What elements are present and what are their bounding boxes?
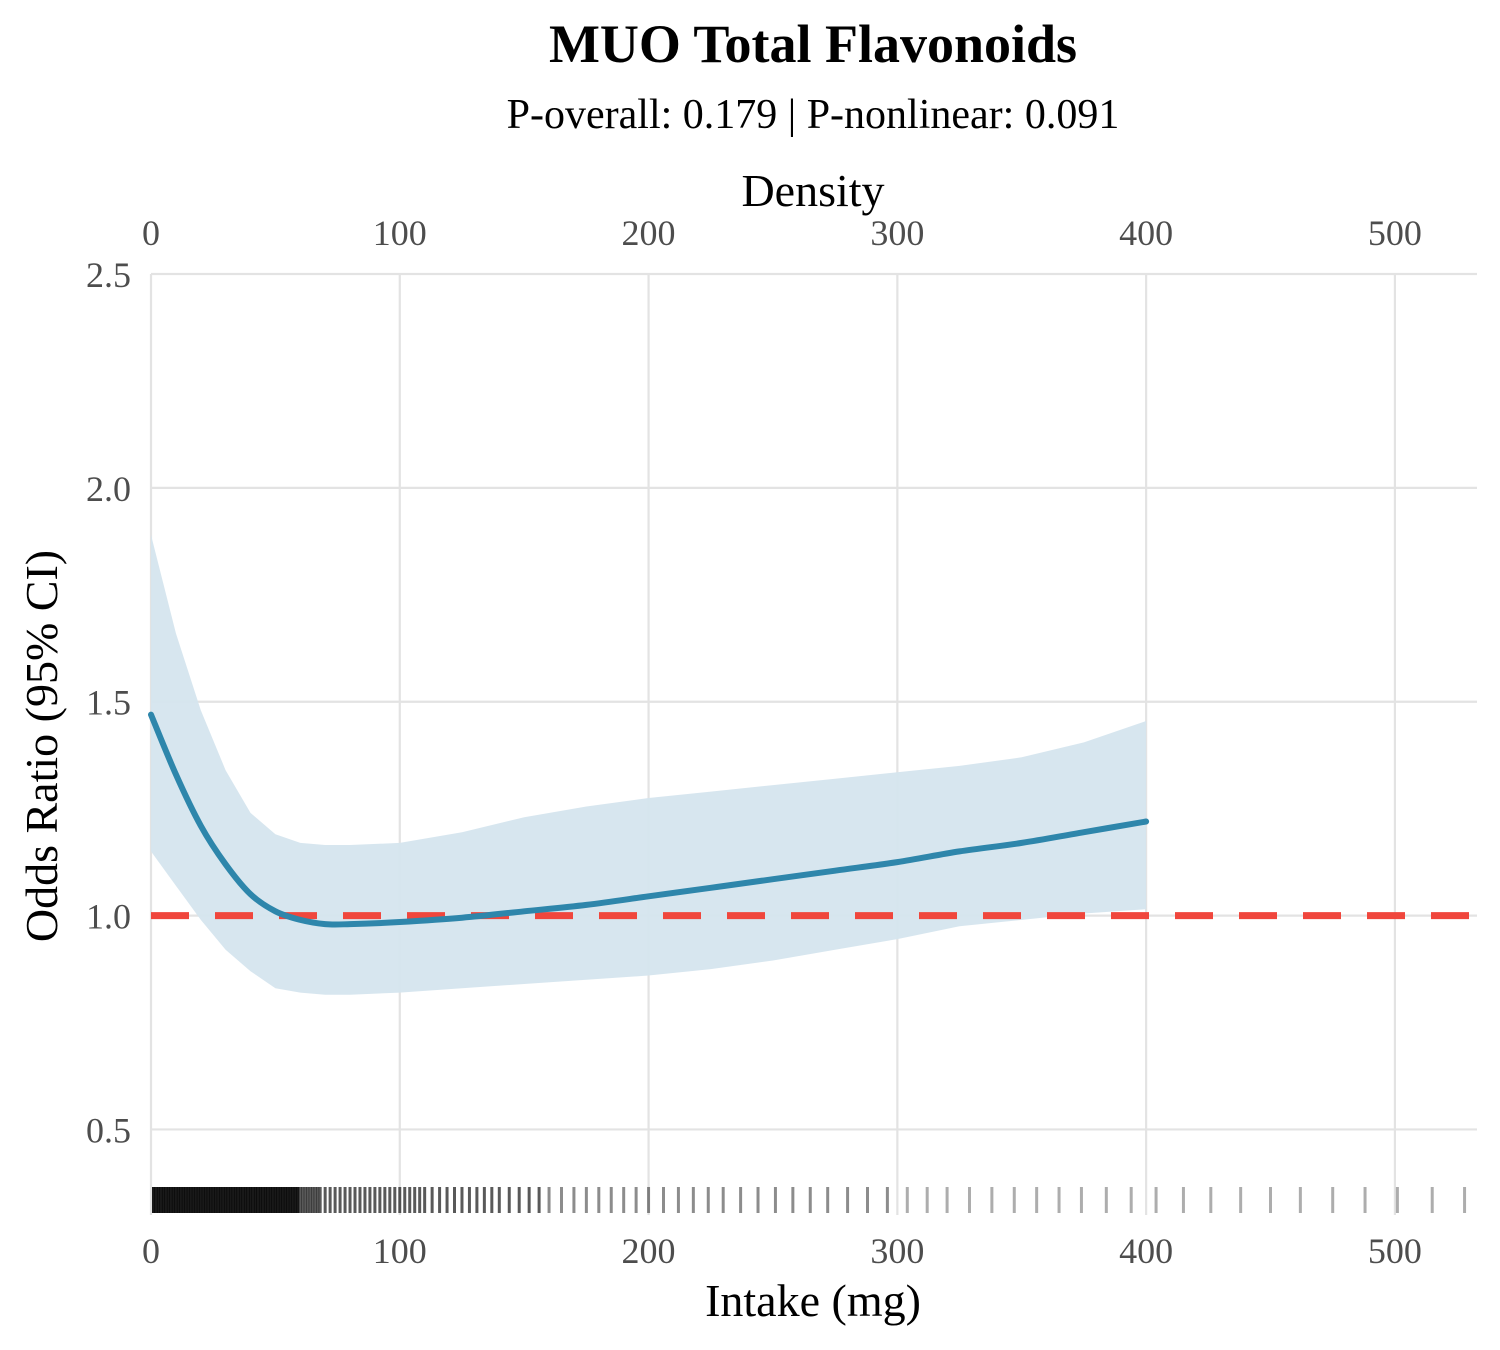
x-tick-label-bottom: 100 <box>373 1231 427 1271</box>
x-tick-label-top: 400 <box>1119 213 1173 253</box>
x-tick-label-top: 500 <box>1368 213 1422 253</box>
y-tick-label: 0.5 <box>86 1110 131 1150</box>
confidence-band-layer <box>151 534 1147 995</box>
series-line-layer <box>148 711 1150 928</box>
rug-layer <box>151 1187 1467 1213</box>
y-tick-label: 1.5 <box>86 683 131 723</box>
top-axis-title: Density <box>741 165 884 216</box>
x-tick-label-bottom: 400 <box>1119 1231 1173 1271</box>
x-tick-label-bottom: 0 <box>142 1231 160 1271</box>
x-axis-title: Intake (mg) <box>705 1275 921 1326</box>
odds-ratio-curve <box>148 711 1150 928</box>
x-tick-label-bottom: 300 <box>870 1231 924 1271</box>
y-axis-title: Odds Ratio (95% CI) <box>16 550 67 942</box>
x-tick-label-top: 200 <box>622 213 676 253</box>
x-tick-label-bottom: 200 <box>622 1231 676 1271</box>
chart-subtitle: P-overall: 0.179 | P-nonlinear: 0.091 <box>507 92 1120 138</box>
x-tick-label-top: 100 <box>373 213 427 253</box>
gridlines <box>149 272 1477 1215</box>
tick-labels: 0 0 100 100 200 200 300 300 400 400 500 500 0.5 1.0 1.… <box>86 213 1422 1271</box>
y-tick-label: 2.5 <box>86 255 131 295</box>
chart-title: MUO Total Flavonoids <box>549 14 1077 74</box>
x-tick-label-top: 0 <box>142 213 160 253</box>
x-tick-label-top: 300 <box>870 213 924 253</box>
y-tick-label: 2.0 <box>86 469 131 509</box>
y-tick-label: 1.0 <box>86 897 131 937</box>
x-tick-label-bottom: 500 <box>1368 1231 1422 1271</box>
confidence-band <box>151 534 1147 995</box>
